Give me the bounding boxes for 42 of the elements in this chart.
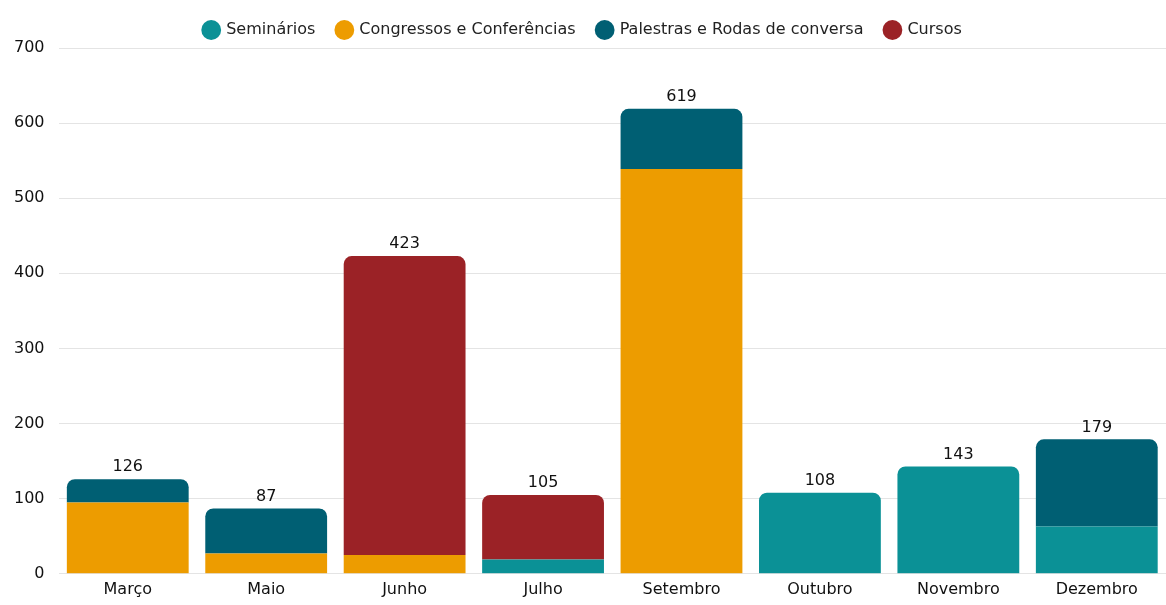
total-label: 105 <box>527 472 559 492</box>
y-tick-label: 100 <box>13 487 45 507</box>
y-tick-label: 500 <box>13 187 45 207</box>
x-tick-label: Dezembro <box>1055 578 1138 598</box>
total-label: 126 <box>112 456 144 476</box>
y-tick-label: 600 <box>13 112 45 132</box>
total-label: 87 <box>256 485 277 505</box>
x-tick-label: Julho <box>522 578 563 598</box>
total-label: 108 <box>804 469 836 489</box>
bar <box>1035 439 1158 527</box>
legend-label: Congressos e Conferências <box>359 19 576 39</box>
total-label: 179 <box>1081 416 1113 436</box>
bar <box>897 466 1020 574</box>
bar <box>66 502 189 574</box>
legend-label: Cursos <box>907 19 962 39</box>
bar <box>620 168 743 574</box>
legend-label: Palestras e Rodas de conversa <box>619 19 864 39</box>
bar <box>620 108 743 169</box>
x-tick-label: Novembro <box>916 578 1000 598</box>
y-tick-label: 300 <box>13 337 45 357</box>
x-tick-label: Outubro <box>787 578 853 598</box>
y-tick-label: 400 <box>13 262 45 282</box>
bar <box>205 553 328 574</box>
bar <box>759 492 881 574</box>
legend-label: Seminários <box>226 19 316 39</box>
x-tick-label: Maio <box>247 578 286 598</box>
y-tick-label: 0 <box>34 562 45 582</box>
x-tick-label: Setembro <box>642 578 721 598</box>
y-tick-label: 200 <box>13 412 45 432</box>
total-label: 619 <box>666 86 697 105</box>
bar <box>205 508 328 554</box>
total-label: 423 <box>389 233 420 253</box>
x-tick-label: Março <box>103 578 152 598</box>
bar <box>66 479 189 503</box>
y-tick-label: 700 <box>13 37 45 57</box>
bar <box>1035 526 1158 574</box>
bar <box>482 494 604 560</box>
bar <box>343 256 466 556</box>
x-tick-label: Junho <box>381 578 428 598</box>
bar <box>482 559 604 574</box>
bar <box>343 555 466 574</box>
total-label: 143 <box>943 443 974 463</box>
